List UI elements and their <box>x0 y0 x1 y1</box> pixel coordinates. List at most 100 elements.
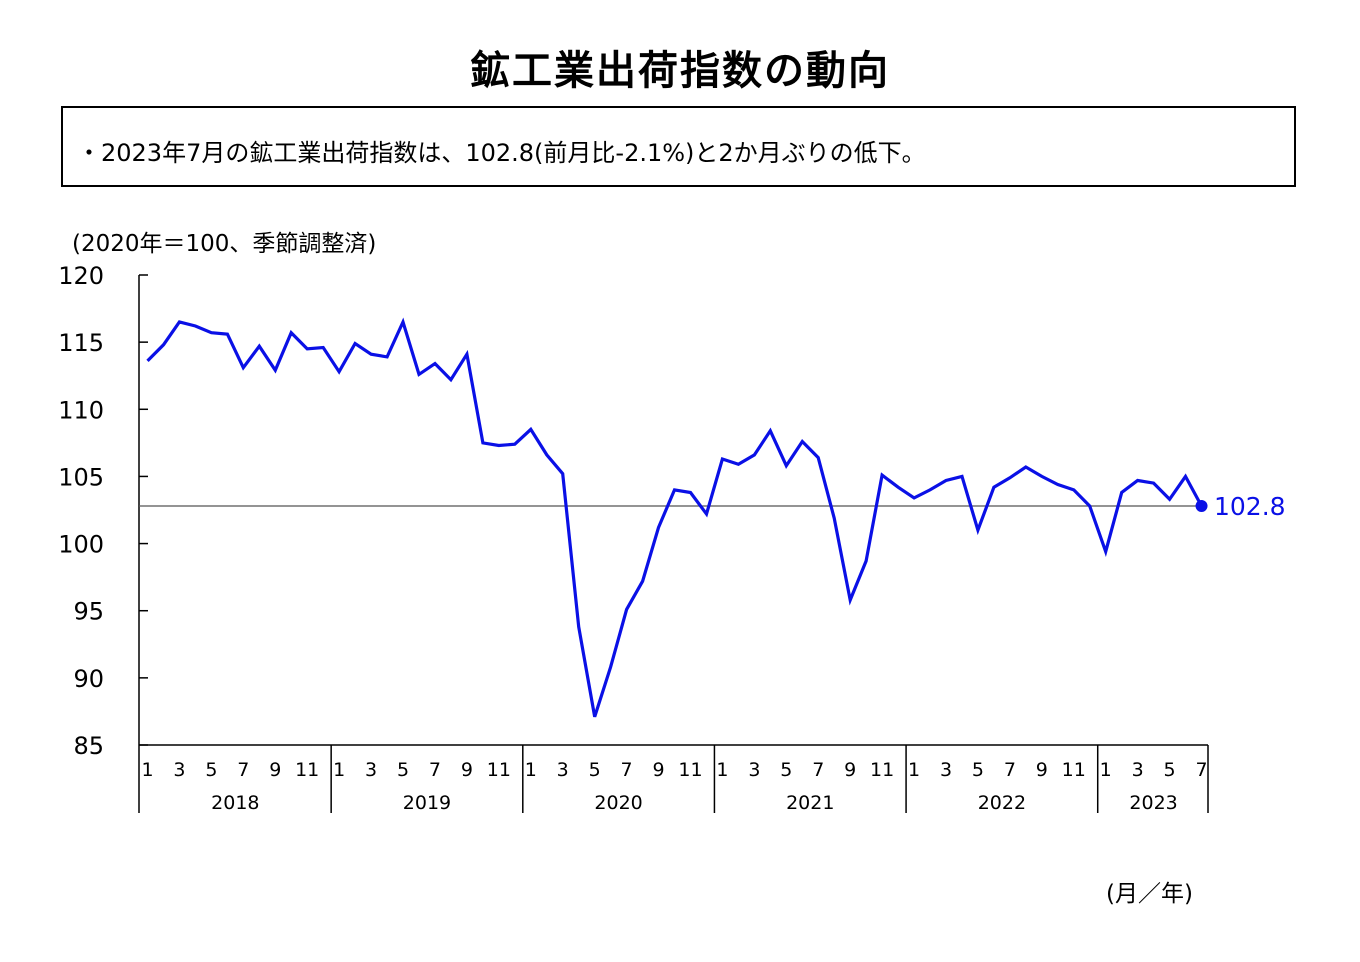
month-tick-label: 5 <box>205 759 217 781</box>
data-point <box>945 479 947 481</box>
data-point <box>434 362 436 364</box>
data-point <box>833 517 835 519</box>
data-point <box>977 529 979 531</box>
month-tick-label: 5 <box>397 759 409 781</box>
year-label: 2022 <box>978 792 1026 814</box>
data-point <box>482 442 484 444</box>
data-point <box>1105 550 1107 552</box>
data-point <box>1136 479 1138 481</box>
data-point <box>274 369 276 371</box>
month-tick-label: 9 <box>1036 759 1048 781</box>
data-point <box>546 454 548 456</box>
data-point <box>226 333 228 335</box>
series-layer: 102.8 <box>146 317 1286 718</box>
data-point <box>689 491 691 493</box>
data-point <box>338 370 340 372</box>
month-tick-label: 3 <box>940 759 952 781</box>
month-tick-label: 5 <box>972 759 984 781</box>
data-point <box>865 560 867 562</box>
month-tick-label: 9 <box>461 759 473 781</box>
data-point <box>881 474 883 476</box>
data-point <box>913 497 915 499</box>
last-value-label: 102.8 <box>1214 492 1286 521</box>
data-point <box>370 353 372 355</box>
summary-text: ・2023年7月の鉱工業出荷指数は、102.8(前月比-2.1%)と2か月ぶりの… <box>77 139 926 167</box>
month-tick-label: 3 <box>557 759 569 781</box>
data-point <box>386 356 388 358</box>
y-tick-label: 100 <box>58 531 104 559</box>
data-point <box>705 513 707 515</box>
month-tick-label: 1 <box>716 759 728 781</box>
data-point <box>769 430 771 432</box>
chart-title: 鉱工業出荷指数の動向 <box>470 48 890 94</box>
data-point <box>1073 489 1075 491</box>
year-label: 2020 <box>594 792 642 814</box>
y-tick-label: 115 <box>58 329 104 357</box>
data-point <box>609 666 611 668</box>
data-point <box>1184 475 1186 477</box>
data-point <box>993 486 995 488</box>
data-point <box>577 626 579 628</box>
data-point <box>418 373 420 375</box>
data-point <box>961 475 963 477</box>
data-point <box>801 440 803 442</box>
year-label: 2021 <box>786 792 834 814</box>
data-point <box>657 526 659 528</box>
month-tick-label: 5 <box>1164 759 1176 781</box>
month-tick-label: 1 <box>525 759 537 781</box>
month-tick-label: 5 <box>589 759 601 781</box>
month-tick-label: 11 <box>678 759 702 781</box>
month-tick-label: 9 <box>269 759 281 781</box>
data-point <box>1089 505 1091 507</box>
month-tick-label: 1 <box>908 759 920 781</box>
month-tick-label: 1 <box>333 759 345 781</box>
data-point <box>290 332 292 334</box>
data-point <box>929 489 931 491</box>
month-tick-label: 7 <box>1195 759 1207 781</box>
data-point <box>354 342 356 344</box>
data-point <box>1168 498 1170 500</box>
x-axis: 1 3 5 7 9 11 1 3 5 7 9 11 1 3 5 7 9 11 1 3 5 7 9 11 1 3 5 7 9 11 1 3 5 72… <box>139 744 1209 814</box>
data-point <box>785 464 787 466</box>
data-point <box>1152 482 1154 484</box>
data-point <box>673 489 675 491</box>
y-tick-label: 90 <box>73 665 104 693</box>
month-tick-label: 1 <box>1100 759 1112 781</box>
data-point <box>625 608 627 610</box>
month-tick-label: 11 <box>1062 759 1086 781</box>
month-tick-label: 7 <box>237 759 249 781</box>
data-point <box>498 444 500 446</box>
year-label: 2018 <box>211 792 259 814</box>
data-point <box>897 486 899 488</box>
series-line <box>146 317 1203 718</box>
month-tick-label: 11 <box>870 759 894 781</box>
data-point <box>593 716 595 718</box>
data-point <box>737 463 739 465</box>
data-point <box>1009 477 1011 479</box>
data-point <box>1041 475 1043 477</box>
month-tick-label: 5 <box>780 759 792 781</box>
y-tick-label: 110 <box>58 396 104 424</box>
year-label: 2019 <box>403 792 451 814</box>
month-tick-label: 9 <box>652 759 664 781</box>
data-point <box>402 321 404 323</box>
data-point <box>146 360 148 362</box>
data-point <box>721 458 723 460</box>
month-tick-label: 1 <box>141 759 153 781</box>
data-point <box>450 379 452 381</box>
data-point <box>306 348 308 350</box>
data-point <box>162 344 164 346</box>
last-point-marker <box>1195 499 1208 512</box>
data-point <box>242 366 244 368</box>
data-point <box>322 346 324 348</box>
y-tick-label: 120 <box>58 262 104 290</box>
y-tick-label: 95 <box>73 598 104 626</box>
month-tick-label: 3 <box>365 759 377 781</box>
unit-note: (2020年＝100、季節調整済) <box>72 231 377 257</box>
data-point <box>1057 483 1059 485</box>
month-tick-label: 7 <box>812 759 824 781</box>
data-point <box>849 599 851 601</box>
month-tick-label: 7 <box>1004 759 1016 781</box>
data-point <box>194 325 196 327</box>
